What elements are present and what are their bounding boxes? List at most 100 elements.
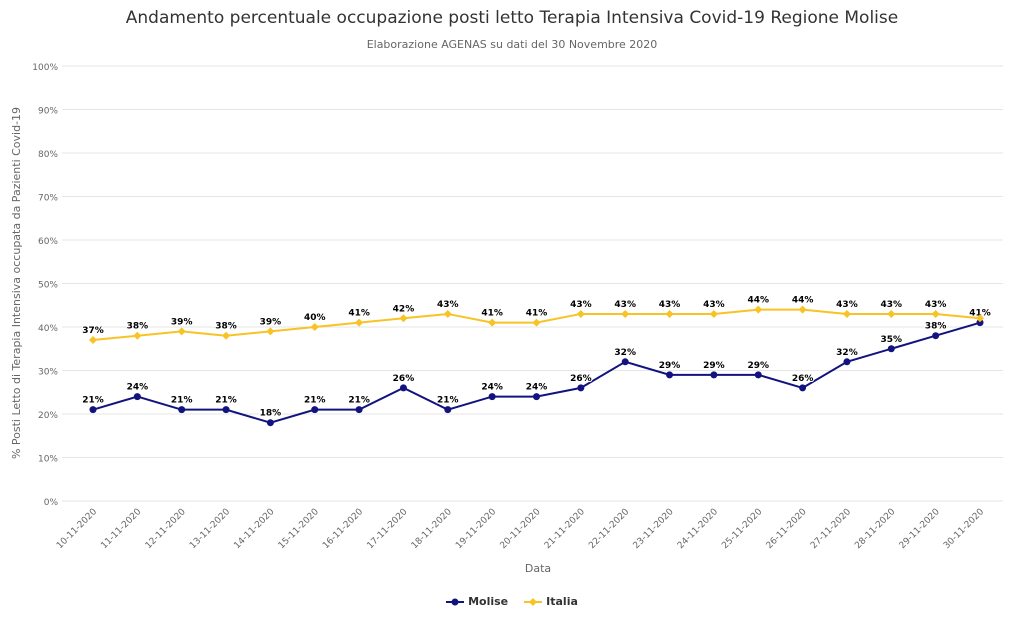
data-point [488,318,497,327]
legend: Molise Italia [0,595,1024,610]
x-tick-label: 30-11-2020 [942,507,986,551]
data-label: 40% [304,313,326,323]
x-tick-label: 26-11-2020 [765,507,809,551]
y-tick-label: 60% [38,237,58,247]
data-point [177,327,186,336]
data-label: 21% [82,396,104,406]
chart-subtitle: Elaborazione AGENAS su dati del 30 Novem… [366,38,658,51]
x-tick-label: 28-11-2020 [853,507,897,551]
data-label: 44% [792,296,814,306]
data-label: 38% [127,322,149,332]
data-point [488,393,496,401]
y-tick-label: 20% [38,411,58,421]
data-label: 43% [881,300,903,310]
data-label: 29% [703,361,725,371]
data-label: 43% [437,300,459,310]
data-point [976,314,984,323]
data-point [976,319,984,327]
data-point [665,309,674,318]
data-point [444,406,452,414]
data-label: 43% [836,300,858,310]
x-tick-label: 29-11-2020 [898,507,942,551]
x-tick-label: 18-11-2020 [410,507,454,551]
y-axis-label: % Posti Letto di Terapia Intensiva occup… [10,107,23,459]
data-point [133,393,141,401]
data-label: 18% [260,409,282,419]
data-point [931,309,940,318]
data-point [399,384,407,392]
data-label: 43% [614,300,636,310]
legend-item-molise[interactable]: Molise [446,595,508,608]
data-point [443,309,452,318]
data-point [798,305,807,314]
data-point [89,336,97,345]
x-tick-label: 24-11-2020 [676,507,720,551]
data-label: 38% [925,322,947,332]
x-tick-label: 11-11-2020 [99,507,143,551]
data-point [710,371,718,379]
data-label: 44% [747,296,769,306]
y-tick-label: 50% [38,281,58,291]
data-label: 43% [925,300,947,310]
legend-label: Italia [546,595,578,608]
y-tick-label: 70% [38,194,58,204]
data-point [222,406,230,414]
y-tick-label: 90% [38,107,58,117]
data-point [355,406,363,414]
data-point [266,419,274,427]
data-point [932,332,940,340]
data-point [621,309,630,318]
data-point [887,309,896,318]
x-tick-label: 15-11-2020 [277,507,321,551]
data-label: 26% [570,374,592,384]
data-label: 26% [393,374,415,384]
data-label: 43% [659,300,681,310]
data-label: 32% [836,348,858,358]
y-tick-label: 80% [38,150,58,160]
x-tick-label: 23-11-2020 [632,507,676,551]
data-point [666,371,674,379]
legend-marker-icon [446,598,465,605]
data-point [89,406,97,414]
legend-label: Molise [468,595,509,608]
x-axis-label: Data [525,562,551,575]
data-label: 35% [881,335,903,345]
data-label: 41% [348,309,370,319]
data-point [576,309,585,318]
data-label: 39% [171,317,193,327]
data-point [399,314,408,323]
x-tick-label: 16-11-2020 [321,507,365,551]
data-point [887,345,895,353]
data-point [533,393,540,401]
data-label: 29% [747,361,769,371]
y-tick-label: 10% [38,455,58,465]
y-tick-label: 40% [38,324,58,334]
data-label: 43% [570,300,592,310]
data-point [577,384,585,392]
data-point [843,358,851,366]
data-label: 26% [792,374,814,384]
data-point [799,384,807,392]
data-point [222,331,231,340]
x-tick-label: 12-11-2020 [144,507,188,551]
data-label: 32% [614,348,636,358]
data-label: 38% [215,322,237,332]
data-label: 39% [260,317,282,327]
data-label: 21% [304,396,326,406]
data-label: 21% [215,396,237,406]
x-tick-label: 17-11-2020 [366,507,410,551]
data-label: 24% [127,383,149,393]
x-tick-label: 25-11-2020 [720,507,764,551]
data-label: 41% [526,309,548,319]
x-tick-label: 14-11-2020 [232,507,276,551]
data-point [621,358,629,366]
data-point [310,323,319,331]
legend-item-italia[interactable]: Italia [524,595,578,608]
x-tick-label: 20-11-2020 [499,507,543,551]
x-tick-label: 10-11-2020 [55,507,99,551]
data-point [133,331,142,340]
data-point [754,305,763,314]
data-label: 24% [481,383,503,393]
